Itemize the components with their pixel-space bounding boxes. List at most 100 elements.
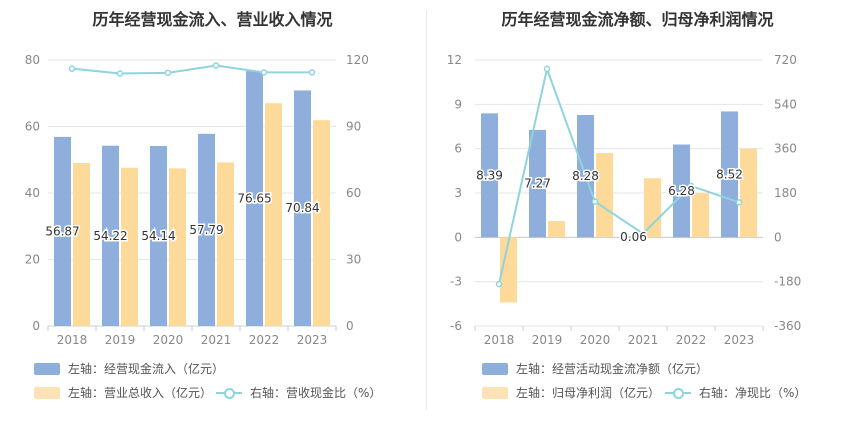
bar-series-2 [644, 178, 661, 238]
data-label: 54.22 [93, 229, 127, 243]
bar-series-1 [198, 133, 215, 326]
y-right-tick-label: 180 [774, 186, 797, 200]
legend-item-series-1[interactable]: 左轴：经营现金流入（亿元） [34, 360, 224, 377]
x-tick-label: 2018 [484, 333, 515, 347]
y-right-tick-label: 720 [774, 53, 797, 67]
line-point [495, 280, 503, 288]
y-right-tick-label: 30 [346, 253, 361, 267]
y-left-tick-label: 0 [32, 319, 40, 333]
bar-series-2 [596, 153, 613, 238]
y-left-tick-label: 40 [25, 186, 40, 200]
bar-series-1 [625, 236, 642, 238]
bar-series-1 [294, 90, 311, 326]
legend-swatch [482, 362, 508, 375]
legend-item-series-3[interactable]: 右轴：营收现金比（%） [216, 384, 381, 401]
line-point [260, 69, 268, 76]
bar-series-1 [246, 71, 263, 326]
data-label: 54.14 [141, 229, 175, 243]
data-label: 57.79 [189, 223, 223, 237]
data-label: 8.28 [572, 169, 599, 183]
panel-divider [426, 10, 427, 410]
data-label: 0.06 [620, 230, 647, 244]
y-right-tick-label: 90 [346, 120, 361, 134]
bar-series-2 [548, 221, 565, 238]
x-tick-label: 2023 [724, 333, 755, 347]
bar-series-1 [721, 111, 738, 238]
y-left-tick-label: 0 [454, 230, 462, 244]
data-label: 76.65 [237, 192, 271, 206]
y-right-tick-label: 360 [774, 142, 797, 156]
bar-series-2 [740, 148, 757, 238]
line-point [639, 230, 647, 237]
legend-swatch [665, 387, 691, 399]
data-label: 6.28 [668, 184, 695, 198]
chart-title: 历年经营现金流净额、归母净利润情况 [501, 10, 774, 29]
line-point [116, 70, 124, 77]
data-label: 56.87 [45, 224, 79, 238]
legend-swatch [34, 386, 60, 399]
y-right-tick-label: 60 [346, 186, 361, 200]
bar-series-2 [217, 162, 234, 326]
x-tick-label: 2021 [628, 333, 659, 347]
x-tick-label: 2023 [297, 333, 328, 347]
data-label: 8.52 [716, 167, 743, 181]
chart-title: 历年经营现金流入、营业收入情况 [92, 10, 333, 29]
line-point [68, 65, 76, 72]
data-label: 8.39 [476, 168, 503, 182]
line-series [498, 65, 740, 285]
legend-swatch [34, 362, 60, 375]
line-point [687, 182, 695, 190]
y-left-tick-label: -6 [450, 319, 462, 333]
y-right-tick-label: 120 [346, 53, 369, 67]
y-left-tick-label: 9 [454, 97, 462, 111]
legend-swatch [216, 387, 242, 399]
y-left-tick-label: 6 [454, 142, 462, 156]
legend-label: 左轴：经营现金流入（亿元） [68, 362, 225, 376]
chart-panel-right: 历年经营现金流净额、归母净利润情况 -6 -3 0 3 6 9 12 -360 -180 0 180… [425, 0, 850, 437]
bar-series-2 [500, 237, 517, 303]
legend-item-series-2[interactable]: 左轴：归母净利润（亿元） [482, 384, 660, 401]
y-right-tick-label: 540 [774, 97, 797, 111]
y-right-tick-label: 0 [346, 319, 354, 333]
bar-series-2 [73, 163, 90, 326]
legend-label: 左轴：经营活动现金流净额（亿元） [516, 362, 709, 376]
x-tick-label: 2020 [153, 333, 184, 347]
y-right-tick-label: 0 [774, 230, 782, 244]
chart-svg: -6 -3 0 3 6 9 12 -360 -180 0 180 360 540 720 2018 2019 2… [447, 53, 802, 347]
legend-label: 左轴：归母净利润（亿元） [516, 386, 661, 400]
y-right-tick-label: -180 [774, 275, 801, 289]
legend-item-series-3[interactable]: 右轴：净现比（%） [665, 384, 806, 401]
y-left-tick-label: 60 [25, 120, 40, 134]
legend-item-series-1[interactable]: 左轴：经营活动现金流净额（亿元） [482, 360, 708, 377]
y-left-tick-label: 12 [447, 53, 462, 67]
bar-series-2 [121, 167, 138, 326]
chart-svg: 0 20 40 60 80 0 30 60 90 120 2018 2019 2020 2021 2022 2… [25, 53, 369, 347]
legend-label: 右轴：净现比（%） [699, 386, 807, 400]
x-tick-label: 2022 [249, 333, 280, 347]
line-point [308, 69, 316, 76]
y-left-tick-label: -3 [450, 275, 462, 289]
y-left-tick-label: 20 [25, 253, 40, 267]
line-point [735, 199, 743, 206]
legend-item-series-2[interactable]: 左轴：营业总收入（亿元） [34, 384, 212, 401]
x-tick-label: 2022 [676, 333, 707, 347]
bar-series-1 [529, 129, 546, 238]
legend-label: 右轴：营收现金比（%） [250, 386, 382, 400]
bar-series-1 [54, 136, 71, 326]
x-tick-label: 2019 [105, 333, 136, 347]
legend-label: 左轴：营业总收入（亿元） [68, 386, 213, 400]
x-tick-label: 2020 [580, 333, 611, 347]
y-right-tick-label: -360 [774, 319, 801, 333]
x-tick-label: 2019 [532, 333, 563, 347]
data-label: 7.27 [524, 177, 551, 191]
x-tick-label: 2018 [57, 333, 88, 347]
bar-series-2 [265, 103, 282, 326]
bar-series-1 [481, 113, 498, 238]
y-left-tick-label: 80 [25, 53, 40, 67]
line-point [543, 65, 551, 73]
line-point [164, 69, 172, 77]
line-series [71, 64, 312, 75]
y-left-tick-label: 3 [454, 186, 462, 200]
chart-panel-left: 历年经营现金流入、营业收入情况 0 20 40 60 80 0 30 60 90 120 2018 2… [25, 10, 382, 401]
bar-series-1 [102, 145, 119, 326]
